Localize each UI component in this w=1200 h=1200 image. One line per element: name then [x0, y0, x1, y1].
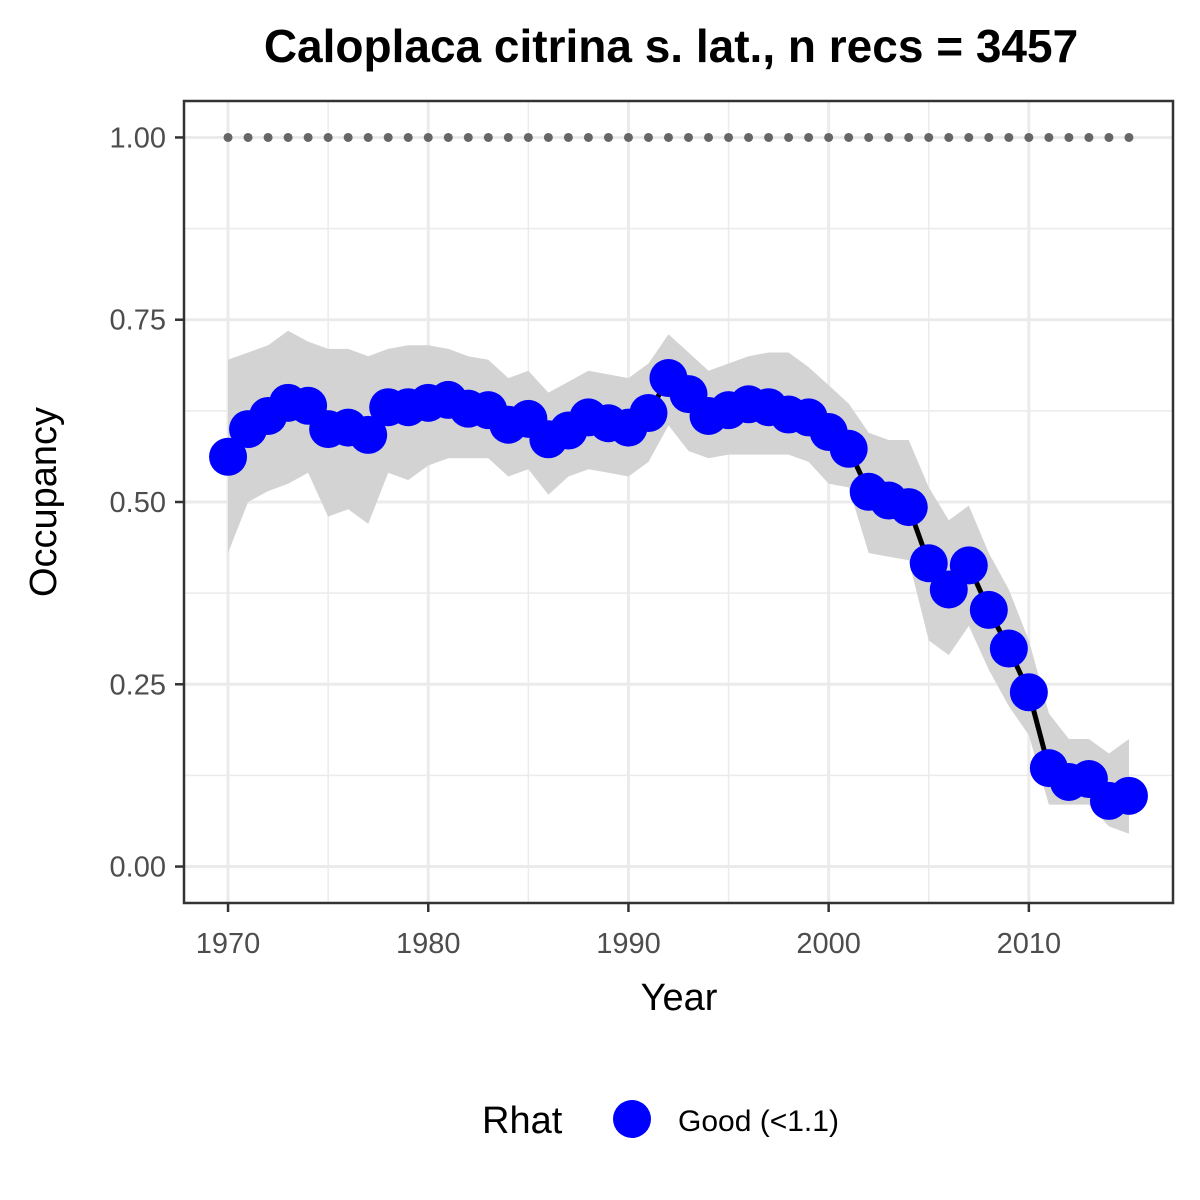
reference-point [623, 132, 633, 142]
reference-point [1004, 132, 1014, 142]
reference-point [643, 132, 653, 142]
y-axis-tick-labels: 0.00 0.25 0.50 0.75 1.00 [110, 122, 166, 883]
x-tick-label: 1970 [196, 928, 261, 960]
x-tick-label: 1980 [396, 928, 461, 960]
occupancy-point [349, 415, 388, 454]
reference-series [223, 132, 1134, 142]
occupancy-point [989, 629, 1028, 668]
reference-point [363, 132, 373, 142]
x-tick-label: 1990 [596, 928, 661, 960]
y-tick-label: 0.75 [110, 305, 166, 337]
ribbon-area [228, 330, 1129, 834]
reference-point [483, 132, 493, 142]
reference-point [984, 132, 994, 142]
occupancy-point [889, 488, 928, 527]
y-axis-title: Occupancy [23, 407, 65, 597]
reference-point [663, 132, 673, 142]
x-axis-tick-labels: 1970 1980 1990 2000 2010 [196, 928, 1061, 960]
y-axis-ticks [175, 136, 184, 868]
reference-point [463, 132, 473, 142]
x-axis-ticks [226, 903, 1031, 912]
major-gridlines [184, 101, 1173, 903]
reference-point [583, 132, 593, 142]
occupancy-points [209, 359, 1148, 820]
reference-point [1104, 132, 1114, 142]
occupancy-point [829, 429, 868, 468]
y-tick-label: 1.00 [110, 122, 166, 154]
x-tick-label: 2000 [796, 928, 861, 960]
reference-point [1044, 132, 1054, 142]
reference-point [744, 132, 754, 142]
legend: Rhat Good (<1.1) [482, 1100, 839, 1142]
plot-panel [182, 99, 1175, 905]
reference-point [1024, 132, 1034, 142]
reference-point [824, 132, 834, 142]
occupancy-point [1009, 673, 1048, 712]
legend-title: Rhat [482, 1100, 563, 1142]
x-tick-label: 2010 [997, 928, 1062, 960]
x-axis-title: Year [641, 977, 718, 1019]
reference-point [924, 132, 934, 142]
reference-point [323, 132, 333, 142]
legend-label-good: Good (<1.1) [678, 1105, 839, 1138]
reference-point [804, 132, 814, 142]
reference-point [844, 132, 854, 142]
reference-point [263, 132, 273, 142]
reference-point [764, 132, 774, 142]
reference-point [343, 132, 353, 142]
reference-point [904, 132, 914, 142]
reference-point [1064, 132, 1074, 142]
legend-key-good [613, 1100, 651, 1138]
reference-point [443, 132, 453, 142]
reference-point [1084, 132, 1094, 142]
reference-point [283, 132, 293, 142]
occupancy-point [909, 544, 948, 583]
reference-point [243, 132, 253, 142]
reference-point [523, 132, 533, 142]
occupancy-point [209, 437, 248, 476]
reference-point [303, 132, 313, 142]
occupancy-point [1109, 776, 1148, 815]
reference-point [784, 132, 794, 142]
reference-point [543, 132, 553, 142]
reference-point [884, 132, 894, 142]
confidence-ribbon [228, 330, 1129, 834]
reference-point [223, 132, 233, 142]
y-axis: 0.00 0.25 0.50 0.75 1.00 [110, 122, 184, 884]
reference-point [423, 132, 433, 142]
y-tick-label: 0.25 [110, 669, 166, 701]
chart-title: Caloplaca citrina s. lat., n recs = 3457 [264, 20, 1078, 72]
reference-point [403, 132, 413, 142]
occupancy-point [949, 546, 988, 585]
y-tick-label: 0.00 [110, 852, 166, 884]
reference-point [724, 132, 734, 142]
reference-point [503, 132, 513, 142]
occupancy-point [969, 590, 1008, 629]
reference-point [603, 132, 613, 142]
reference-point [383, 132, 393, 142]
reference-point [704, 132, 714, 142]
reference-point [944, 132, 954, 142]
occupancy-point [629, 394, 668, 433]
reference-point [964, 132, 974, 142]
reference-point [684, 132, 694, 142]
x-axis: 1970 1980 1990 2000 2010 [196, 903, 1061, 960]
y-tick-label: 0.50 [110, 487, 166, 519]
reference-point [563, 132, 573, 142]
reference-point [864, 132, 874, 142]
reference-point [1124, 132, 1134, 142]
